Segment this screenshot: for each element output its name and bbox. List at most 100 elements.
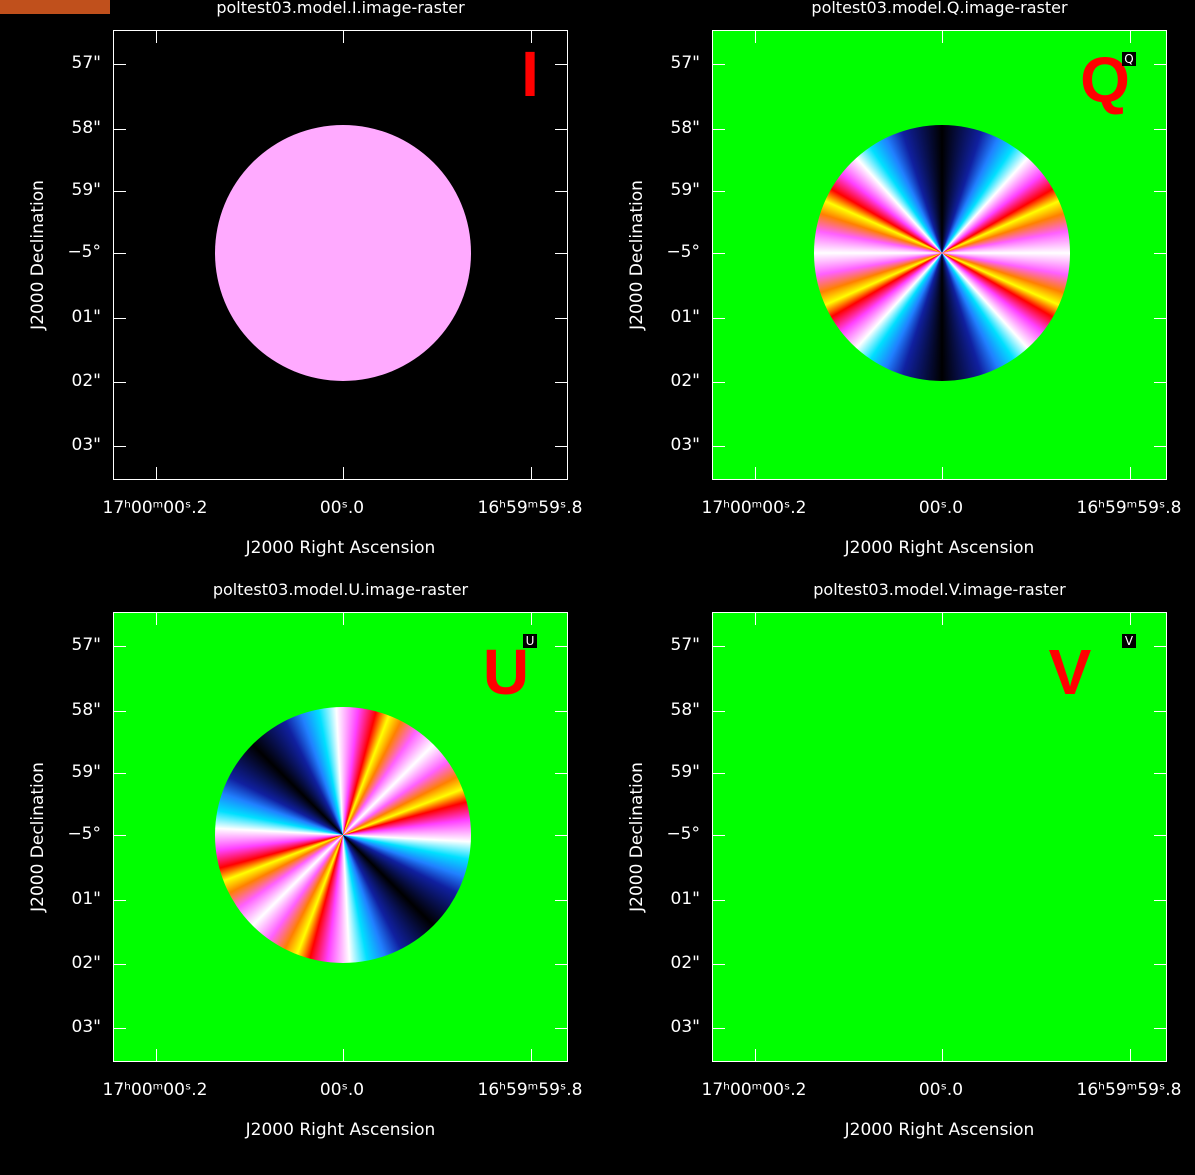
image-disk bbox=[215, 125, 471, 381]
tick-mark bbox=[156, 31, 157, 43]
tick-mark bbox=[114, 129, 126, 130]
tick-mark bbox=[1154, 646, 1166, 647]
tick-mark bbox=[713, 773, 725, 774]
tick-mark bbox=[114, 382, 126, 383]
tick-mark bbox=[755, 613, 756, 625]
tick-mark bbox=[343, 1049, 344, 1061]
tick-mark bbox=[942, 467, 943, 479]
x-tick-label: 00ˢ.0 bbox=[242, 498, 442, 518]
tick-mark bbox=[343, 31, 344, 43]
tick-mark bbox=[114, 318, 126, 319]
tick-mark bbox=[555, 1028, 567, 1029]
tick-mark bbox=[713, 191, 725, 192]
panel-title: poltest03.model.U.image-raster bbox=[113, 580, 568, 600]
tick-mark bbox=[555, 318, 567, 319]
y-tick-label: 58" bbox=[640, 118, 700, 138]
tick-mark bbox=[343, 467, 344, 479]
x-tick-label: 16ʰ59ᵐ59ˢ.8 bbox=[1029, 1080, 1195, 1100]
tick-mark bbox=[1130, 613, 1131, 625]
stokes-letter: U bbox=[471, 640, 541, 704]
x-tick-label: 00ˢ.0 bbox=[841, 498, 1041, 518]
tick-mark bbox=[1154, 253, 1166, 254]
tick-mark bbox=[713, 129, 725, 130]
tick-mark bbox=[114, 191, 126, 192]
tick-mark bbox=[531, 1049, 532, 1061]
tick-mark bbox=[1130, 31, 1131, 43]
tick-mark bbox=[114, 646, 126, 647]
tick-mark bbox=[713, 646, 725, 647]
stokes-letter: I bbox=[495, 42, 565, 106]
tick-mark bbox=[713, 964, 725, 965]
x-tick-label: 00ˢ.0 bbox=[841, 1080, 1041, 1100]
viewer: (() => { const data = JSON.parse(documen… bbox=[0, 0, 1195, 1175]
tick-mark bbox=[555, 253, 567, 254]
tick-mark bbox=[1130, 467, 1131, 479]
stokes-letter: V bbox=[1035, 640, 1105, 704]
tick-mark bbox=[555, 711, 567, 712]
tick-mark bbox=[555, 382, 567, 383]
x-axis-label: J2000 Right Ascension bbox=[191, 538, 491, 558]
y-tick-label: 58" bbox=[640, 700, 700, 720]
tick-mark bbox=[1154, 191, 1166, 192]
tick-mark bbox=[114, 1028, 126, 1029]
y-tick-label: −5° bbox=[640, 824, 700, 844]
y-axis-label: J2000 Declination bbox=[627, 687, 647, 987]
y-tick-label: 02" bbox=[640, 371, 700, 391]
tick-mark bbox=[1154, 446, 1166, 447]
tick-mark bbox=[1154, 964, 1166, 965]
tick-mark bbox=[713, 382, 725, 383]
panel-title: poltest03.model.Q.image-raster bbox=[712, 0, 1167, 18]
tick-mark bbox=[343, 613, 344, 625]
y-tick-label: −5° bbox=[41, 242, 101, 262]
y-tick-label: 57" bbox=[640, 635, 700, 655]
x-tick-label: 16ʰ59ᵐ59ˢ.8 bbox=[430, 498, 630, 518]
tick-mark bbox=[755, 31, 756, 43]
tick-mark bbox=[1154, 900, 1166, 901]
y-axis-label: J2000 Declination bbox=[28, 105, 48, 405]
tick-mark bbox=[114, 964, 126, 965]
x-tick-label: 17ʰ00ᵐ00ˢ.2 bbox=[55, 1080, 255, 1100]
tick-mark bbox=[1154, 835, 1166, 836]
tick-mark bbox=[114, 773, 126, 774]
y-tick-label: −5° bbox=[41, 824, 101, 844]
y-tick-label: 57" bbox=[41, 635, 101, 655]
y-tick-label: −5° bbox=[640, 242, 700, 262]
tick-mark bbox=[114, 446, 126, 447]
y-tick-label: 03" bbox=[41, 1017, 101, 1037]
image-disk bbox=[215, 707, 471, 963]
tick-mark bbox=[1154, 1028, 1166, 1029]
tick-mark bbox=[555, 773, 567, 774]
x-axis-label: J2000 Right Ascension bbox=[790, 538, 1090, 558]
tick-mark bbox=[713, 64, 725, 65]
tick-mark bbox=[555, 129, 567, 130]
stokes-tag: Q bbox=[1122, 52, 1136, 66]
panel-title: poltest03.model.I.image-raster bbox=[113, 0, 568, 18]
tick-mark bbox=[713, 446, 725, 447]
tick-mark bbox=[1130, 1049, 1131, 1061]
tick-mark bbox=[755, 1049, 756, 1061]
tick-mark bbox=[114, 900, 126, 901]
tick-mark bbox=[1154, 318, 1166, 319]
y-tick-label: 58" bbox=[41, 118, 101, 138]
tick-mark bbox=[114, 711, 126, 712]
tick-mark bbox=[555, 900, 567, 901]
tick-mark bbox=[555, 964, 567, 965]
y-tick-label: 01" bbox=[41, 889, 101, 909]
y-axis-label: J2000 Declination bbox=[28, 687, 48, 987]
x-tick-label: 00ˢ.0 bbox=[242, 1080, 442, 1100]
tick-mark bbox=[1154, 711, 1166, 712]
y-tick-label: 57" bbox=[41, 53, 101, 73]
tick-mark bbox=[114, 253, 126, 254]
tick-mark bbox=[531, 613, 532, 625]
tick-mark bbox=[1154, 64, 1166, 65]
stokes-tag: V bbox=[1122, 634, 1136, 648]
tick-mark bbox=[1154, 773, 1166, 774]
panel-title: poltest03.model.V.image-raster bbox=[712, 580, 1167, 600]
x-tick-label: 17ʰ00ᵐ00ˢ.2 bbox=[654, 1080, 854, 1100]
y-tick-label: 59" bbox=[41, 180, 101, 200]
y-tick-label: 58" bbox=[41, 700, 101, 720]
x-tick-label: 17ʰ00ᵐ00ˢ.2 bbox=[55, 498, 255, 518]
tick-mark bbox=[713, 253, 725, 254]
y-axis-label: J2000 Declination bbox=[627, 105, 647, 405]
y-tick-label: 59" bbox=[640, 180, 700, 200]
